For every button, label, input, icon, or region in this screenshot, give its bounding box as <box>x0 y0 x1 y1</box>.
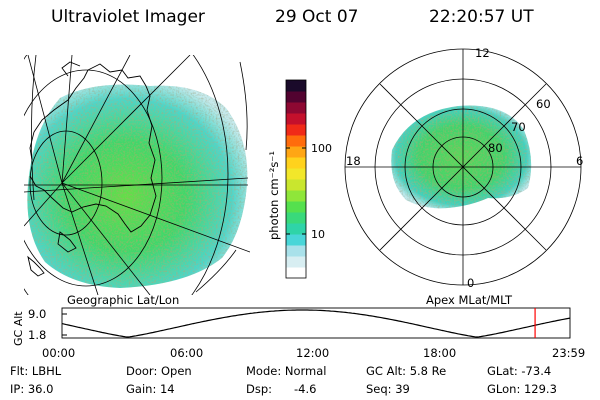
status-seq: Seq: 39 <box>366 382 410 396</box>
date-label: 29 Oct 07 <box>275 7 359 27</box>
mlt-label-6: 6 <box>576 154 583 168</box>
mlat-label-80: 80 <box>488 141 503 155</box>
mlt-label-12: 12 <box>475 46 490 60</box>
colorbar-band <box>286 80 306 92</box>
colorbar-band <box>286 146 306 158</box>
geographic-panel <box>24 55 250 295</box>
mlt-label-0: 0 <box>467 276 474 290</box>
colorbar-band <box>286 113 306 125</box>
orbit-xtick-3: 18:00 <box>423 346 456 360</box>
orbit-altitude-plot: 9.0 1.8 GC Alt 00:00 06:00 12:00 18:00 2… <box>12 307 585 360</box>
geo-emission-region <box>27 84 248 288</box>
status-ip: IP: 36.0 <box>10 382 54 396</box>
colorbar: 100 10 photon cm⁻²s⁻¹ <box>267 79 332 279</box>
colorbar-band <box>286 190 306 202</box>
mlat-label-70: 70 <box>511 120 526 134</box>
orbit-xtick-0: 00:00 <box>42 346 75 360</box>
instrument-title: Ultraviolet Imager <box>51 7 205 27</box>
apex-emission-region <box>391 105 532 209</box>
colorbar-band <box>286 124 306 136</box>
colorbar-band <box>286 267 306 279</box>
cbar-unit-label: photon cm⁻²s⁻¹ <box>267 151 281 240</box>
status-filter: Flt: LBHL <box>10 364 62 378</box>
status-mode: Mode: Normal <box>246 364 327 378</box>
cbar-tick-label-100: 100 <box>311 142 332 155</box>
orbit-xtick-2: 12:00 <box>296 346 329 360</box>
colorbar-band <box>286 212 306 224</box>
status-gc-alt: GC Alt: 5.8 Re <box>366 364 447 378</box>
status-dsp-label: Dsp: <box>246 382 273 396</box>
orbit-ytick-max: 9.0 <box>28 307 46 321</box>
mlt-label-18: 18 <box>346 154 361 168</box>
status-glat: GLat: -73.4 <box>487 364 552 378</box>
colorbar-band <box>286 168 306 180</box>
orbit-xtick-4: 23:59 <box>552 346 585 360</box>
colorbar-band <box>286 102 306 114</box>
cbar-tick-label-10: 10 <box>311 228 325 241</box>
colorbar-band <box>286 234 306 246</box>
geo-panel-label: Geographic Lat/Lon <box>67 293 179 307</box>
apex-panel: 12 18 6 0 60 70 80 <box>344 46 583 290</box>
orbit-ylabel: GC Alt <box>12 311 25 346</box>
orbit-xtick-1: 06:00 <box>170 346 203 360</box>
status-door: Door: Open <box>126 364 192 378</box>
colorbar-band <box>286 245 306 257</box>
colorbar-band <box>286 157 306 169</box>
colorbar-band <box>286 179 306 191</box>
time-label: 22:20:57 UT <box>429 7 534 27</box>
apex-panel-label: Apex MLat/MLT <box>426 293 513 307</box>
orbit-altitude-curve <box>61 309 571 338</box>
colorbar-band <box>286 201 306 213</box>
status-gain: Gain: 14 <box>126 382 175 396</box>
colorbar-band <box>286 91 306 103</box>
colorbar-band <box>286 223 306 235</box>
colorbar-band <box>286 135 306 147</box>
mlat-label-60: 60 <box>536 97 551 111</box>
coastline <box>27 61 157 277</box>
status-glon: GLon: 129.3 <box>487 382 557 396</box>
status-dsp-value: -4.6 <box>294 382 317 396</box>
colorbar-band <box>286 256 306 268</box>
orbit-ytick-min: 1.8 <box>28 328 46 342</box>
